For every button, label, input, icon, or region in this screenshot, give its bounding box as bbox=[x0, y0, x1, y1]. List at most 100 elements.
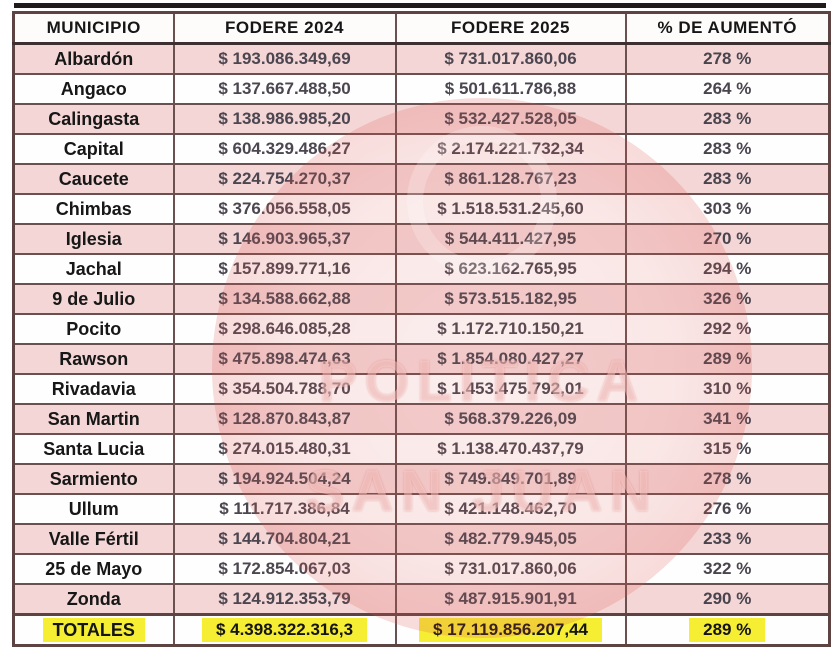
aumento-cell: 292 % bbox=[624, 313, 831, 345]
municipio-cell: Albardón bbox=[12, 42, 175, 75]
municipio-cell: Santa Lucia bbox=[12, 433, 175, 465]
fodere-2025-cell: $ 861.128.767,23 bbox=[394, 163, 627, 195]
table-row: 9 de Julio $ 134.588.662,88 $ 573.515.182,… bbox=[12, 283, 831, 315]
aumento-cell: 289 % bbox=[624, 343, 831, 375]
header-fodere-2024: FODERE 2024 bbox=[172, 11, 397, 45]
totales-fodere-2025: $ 17.119.856.207,44 bbox=[418, 618, 603, 642]
totales-fodere-2025-cell: $ 17.119.856.207,44 bbox=[394, 613, 627, 647]
table-footer: TOTALES $ 4.398.322.316,3 $ 17.119.856.2… bbox=[12, 613, 831, 647]
aumento-cell: 233 % bbox=[624, 523, 831, 555]
fodere-comparison-table: MUNICIPIO FODERE 2024 FODERE 2025 % DE A… bbox=[12, 11, 831, 647]
totales-label-cell: TOTALES bbox=[12, 613, 175, 647]
table-row: Iglesia $ 146.903.965,37 $ 544.411.427,95 2… bbox=[12, 223, 831, 255]
totales-label: TOTALES bbox=[42, 618, 145, 642]
fodere-2025-cell: $ 573.515.182,95 bbox=[394, 283, 627, 315]
fodere-2024-cell: $ 124.912.353,79 bbox=[172, 583, 397, 616]
municipio-cell: Angaco bbox=[12, 73, 175, 105]
header-municipio: MUNICIPIO bbox=[12, 11, 175, 45]
aumento-cell: 276 % bbox=[624, 493, 831, 525]
table-row: Valle Fértil $ 144.704.804,21 $ 482.779.94… bbox=[12, 523, 831, 555]
totales-aumento: 289 % bbox=[689, 618, 766, 642]
fodere-2024-cell: $ 137.667.488,50 bbox=[172, 73, 397, 105]
aumento-cell: 290 % bbox=[624, 583, 831, 616]
table-row: Ullum $ 111.717.386,84 $ 421.148.462,70 276… bbox=[12, 493, 831, 525]
aumento-cell: 315 % bbox=[624, 433, 831, 465]
fodere-2024-cell: $ 146.903.965,37 bbox=[172, 223, 397, 255]
fodere-2024-cell: $ 128.870.843,87 bbox=[172, 403, 397, 435]
municipio-cell: Valle Fértil bbox=[12, 523, 175, 555]
fodere-2025-cell: $ 1.138.470.437,79 bbox=[394, 433, 627, 465]
fodere-2024-cell: $ 194.924.504,24 bbox=[172, 463, 397, 495]
aumento-cell: 270 % bbox=[624, 223, 831, 255]
fodere-2024-cell: $ 298.646.085,28 bbox=[172, 313, 397, 345]
table-row: Pocito $ 298.646.085,28 $ 1.172.710.150,21… bbox=[12, 313, 831, 345]
fodere-2024-cell: $ 604.329.486,27 bbox=[172, 133, 397, 165]
fodere-2024-cell: $ 111.717.386,84 bbox=[172, 493, 397, 525]
table-row: Sarmiento $ 194.924.504,24 $ 749.849.701,8… bbox=[12, 463, 831, 495]
aumento-cell: 283 % bbox=[624, 163, 831, 195]
fodere-2025-cell: $ 482.779.945,05 bbox=[394, 523, 627, 555]
fodere-2024-cell: $ 224.754.270,37 bbox=[172, 163, 397, 195]
fodere-2025-cell: $ 1.854.080.427,27 bbox=[394, 343, 627, 375]
fodere-2025-cell: $ 731.017.860,06 bbox=[394, 553, 627, 585]
municipio-cell: San Martin bbox=[12, 403, 175, 435]
municipio-cell: Rawson bbox=[12, 343, 175, 375]
header-aumento: % DE AUMENTÓ bbox=[624, 11, 831, 45]
aumento-cell: 264 % bbox=[624, 73, 831, 105]
fodere-2025-cell: $ 487.915.901,91 bbox=[394, 583, 627, 616]
aumento-cell: 326 % bbox=[624, 283, 831, 315]
municipio-cell: Capital bbox=[12, 133, 175, 165]
aumento-cell: 283 % bbox=[624, 103, 831, 135]
municipio-cell: Ullum bbox=[12, 493, 175, 525]
fodere-2025-cell: $ 2.174.221.732,34 bbox=[394, 133, 627, 165]
table-row: Caucete $ 224.754.270,37 $ 861.128.767,23 2… bbox=[12, 163, 831, 195]
fodere-2025-cell: $ 421.148.462,70 bbox=[394, 493, 627, 525]
fodere-2024-cell: $ 144.704.804,21 bbox=[172, 523, 397, 555]
aumento-cell: 278 % bbox=[624, 42, 831, 75]
table-row: Zonda $ 124.912.353,79 $ 487.915.901,91 290… bbox=[12, 583, 831, 616]
table-row: Chimbas $ 376.056.558,05 $ 1.518.531.245,6… bbox=[12, 193, 831, 225]
header-fodere-2025: FODERE 2025 bbox=[394, 11, 627, 45]
aumento-cell: 322 % bbox=[624, 553, 831, 585]
municipio-cell: Sarmiento bbox=[12, 463, 175, 495]
fodere-2025-cell: $ 544.411.427,95 bbox=[394, 223, 627, 255]
aumento-cell: 341 % bbox=[624, 403, 831, 435]
fodere-2024-cell: $ 138.986.985,20 bbox=[172, 103, 397, 135]
municipio-cell: Chimbas bbox=[12, 193, 175, 225]
municipio-cell: Calingasta bbox=[12, 103, 175, 135]
fodere-2024-cell: $ 193.086.349,69 bbox=[172, 42, 397, 75]
fodere-2025-cell: $ 568.379.226,09 bbox=[394, 403, 627, 435]
table-row: Capital $ 604.329.486,27 $ 2.174.221.732,3… bbox=[12, 133, 831, 165]
table-row: San Martin $ 128.870.843,87 $ 568.379.226,… bbox=[12, 403, 831, 435]
table-row: Angaco $ 137.667.488,50 $ 501.611.786,88 26… bbox=[12, 73, 831, 105]
fodere-2024-cell: $ 274.015.480,31 bbox=[172, 433, 397, 465]
municipio-cell: Rivadavia bbox=[12, 373, 175, 405]
municipio-cell: Iglesia bbox=[12, 223, 175, 255]
municipio-cell: Zonda bbox=[12, 583, 175, 616]
municipio-cell: Jachal bbox=[12, 253, 175, 285]
fodere-2025-cell: $ 1.172.710.150,21 bbox=[394, 313, 627, 345]
table-body: Albardón $ 193.086.349,69 $ 731.017.860,06… bbox=[12, 42, 831, 616]
fodere-2024-cell: $ 134.588.662,88 bbox=[172, 283, 397, 315]
top-border-line bbox=[14, 3, 826, 8]
totales-row: TOTALES $ 4.398.322.316,3 $ 17.119.856.2… bbox=[12, 613, 831, 647]
fodere-2025-cell: $ 1.518.531.245,60 bbox=[394, 193, 627, 225]
header-row: MUNICIPIO FODERE 2024 FODERE 2025 % DE A… bbox=[12, 11, 831, 45]
table-row: Albardón $ 193.086.349,69 $ 731.017.860,06… bbox=[12, 42, 831, 75]
aumento-cell: 294 % bbox=[624, 253, 831, 285]
fodere-2025-cell: $ 1.453.475.792,01 bbox=[394, 373, 627, 405]
aumento-cell: 283 % bbox=[624, 133, 831, 165]
municipio-cell: Caucete bbox=[12, 163, 175, 195]
fodere-2024-cell: $ 354.504.788,70 bbox=[172, 373, 397, 405]
totales-fodere-2024-cell: $ 4.398.322.316,3 bbox=[172, 613, 397, 647]
table-row: Rawson $ 475.898.474,63 $ 1.854.080.427,27… bbox=[12, 343, 831, 375]
fodere-2025-cell: $ 501.611.786,88 bbox=[394, 73, 627, 105]
totales-aumento-cell: 289 % bbox=[624, 613, 831, 647]
fodere-table-sheet: MUNICIPIO FODERE 2024 FODERE 2025 % DE A… bbox=[12, 3, 831, 647]
municipio-cell: 25 de Mayo bbox=[12, 553, 175, 585]
municipio-cell: Pocito bbox=[12, 313, 175, 345]
table-row: 25 de Mayo $ 172.854.067,03 $ 731.017.860,… bbox=[12, 553, 831, 585]
fodere-2024-cell: $ 172.854.067,03 bbox=[172, 553, 397, 585]
fodere-2024-cell: $ 157.899.771,16 bbox=[172, 253, 397, 285]
fodere-2025-cell: $ 532.427.528,05 bbox=[394, 103, 627, 135]
